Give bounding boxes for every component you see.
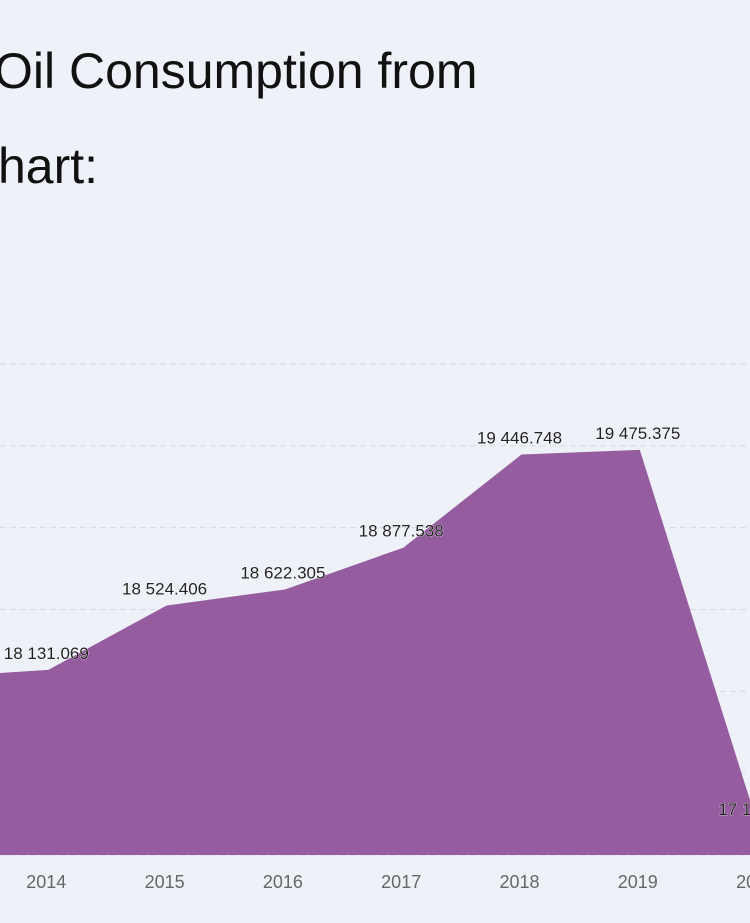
data-label: 18 622.305 [240, 563, 325, 582]
data-label: 17 177.64 [718, 800, 750, 819]
area [0, 449, 750, 855]
x-tick-label: 2019 [618, 872, 658, 892]
chart-title: Oil Consumption from [0, 43, 478, 99]
x-tick-label: 2020 [736, 872, 750, 892]
data-label: 18 877.538 [359, 522, 444, 541]
data-label: 19 446.748 [477, 429, 562, 448]
data-label: 18 131.069 [4, 644, 89, 663]
chart-title: hart: [0, 138, 98, 194]
x-tick-label: 2015 [145, 872, 185, 892]
data-label: 18 524.406 [122, 580, 207, 599]
x-tick-label: 2016 [263, 872, 303, 892]
x-tick-label: 2014 [26, 872, 66, 892]
x-tick-label: 2017 [381, 872, 421, 892]
x-tick-label: 2018 [499, 872, 539, 892]
data-label: 19 475.375 [595, 424, 680, 443]
